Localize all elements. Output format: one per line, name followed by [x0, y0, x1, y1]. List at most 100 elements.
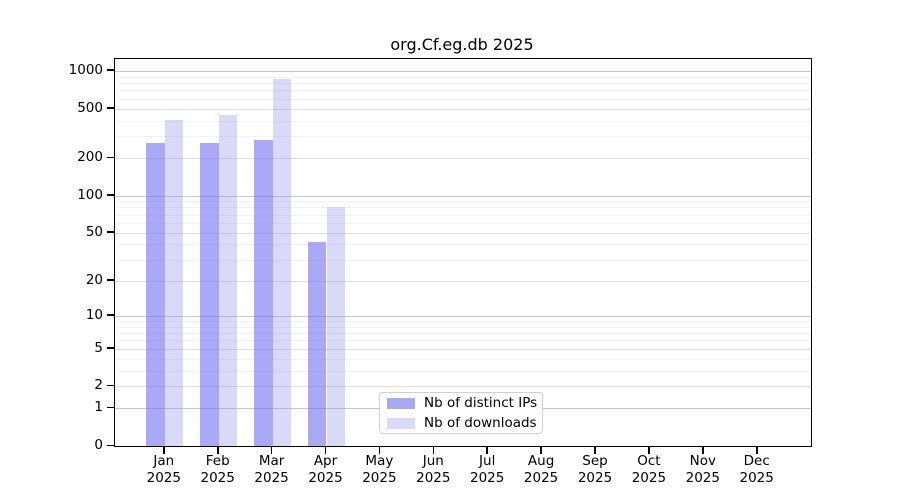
x-tick-mark-nov	[702, 446, 704, 454]
gridline-70	[115, 214, 811, 216]
y-tick-mark-20	[107, 279, 114, 281]
gridline-50	[115, 232, 811, 234]
bar-mar-distinct-ips	[254, 140, 273, 446]
x-tick-mark-mar	[270, 446, 273, 454]
y-tick-label-2: 2	[94, 377, 103, 394]
x-tick-year-oct: 2025	[631, 469, 667, 486]
x-tick-label-jun: Jun 2025	[401, 453, 465, 486]
y-tick-label-0: 0	[94, 437, 103, 453]
gridline-400	[115, 120, 811, 122]
x-tick-month-jul: Jul	[479, 453, 496, 469]
x-tick-label-feb: Feb 2025	[186, 453, 250, 486]
x-tick-mark-sep	[594, 446, 596, 454]
x-tick-year-aug: 2025	[523, 469, 559, 486]
bar-feb-distinct-ips	[200, 143, 219, 446]
gridline-80	[115, 207, 811, 209]
y-tick-mark-500	[107, 107, 114, 109]
x-tick-month-aug: Aug	[527, 453, 555, 469]
gridline-5	[115, 348, 811, 350]
y-tick-label-200: 200	[77, 149, 103, 166]
x-tick-month-oct: Oct	[637, 453, 661, 469]
gridline-7	[115, 333, 811, 335]
legend: Nb of distinct IPs Nb of downloads	[379, 392, 543, 434]
y-tick-label-20: 20	[85, 271, 103, 288]
x-tick-mark-apr	[324, 446, 327, 454]
x-tick-label-jul: Jul 2025	[455, 453, 519, 486]
gridline-9	[115, 321, 811, 322]
y-tick-mark-0	[107, 444, 114, 446]
x-tick-mark-may	[378, 446, 381, 454]
x-tick-label-apr: Apr 2025	[294, 453, 358, 486]
legend-item-distinct-ips: Nb of distinct IPs	[380, 395, 542, 411]
chart-title: org.Cf.eg.db 2025	[390, 35, 534, 54]
x-tick-label-jan: Jan 2025	[132, 453, 196, 486]
x-tick-month-apr: Apr	[313, 453, 338, 469]
gridline-90	[115, 201, 811, 203]
x-tick-mark-jan	[163, 446, 165, 454]
gridline-30	[115, 259, 811, 261]
gridline-3	[115, 370, 811, 372]
gridline-8	[115, 326, 811, 328]
y-tick-mark-100	[107, 194, 114, 196]
x-tick-year-may: 2025	[362, 469, 397, 486]
x-tick-mark-jun	[432, 446, 435, 454]
x-tick-mark-aug	[540, 446, 542, 454]
gridline-20	[115, 280, 811, 282]
x-tick-label-oct: Oct 2025	[617, 453, 681, 486]
x-tick-label-sep: Sep 2025	[563, 453, 627, 486]
gridline-10	[115, 315, 811, 317]
y-tick-label-1: 1	[94, 399, 103, 416]
x-tick-year-jun: 2025	[416, 469, 451, 486]
y-tick-mark-1	[107, 406, 114, 409]
y-tick-mark-10	[107, 314, 114, 316]
x-tick-mark-oct	[648, 446, 650, 454]
x-tick-label-aug: Aug 2025	[509, 453, 573, 486]
x-tick-year-jan: 2025	[146, 469, 181, 486]
x-tick-label-dec: Dec 2025	[725, 453, 789, 486]
legend-label-downloads: Nb of downloads	[424, 415, 537, 431]
gridline-6	[115, 340, 811, 342]
x-tick-month-feb: Feb	[205, 453, 230, 469]
y-tick-label-100: 100	[77, 186, 103, 203]
plot-area	[114, 58, 812, 447]
gridline-200	[115, 158, 811, 160]
y-tick-label-10: 10	[85, 306, 103, 323]
x-tick-month-nov: Nov	[689, 453, 716, 469]
legend-swatch-downloads	[387, 417, 415, 429]
bar-feb-downloads	[218, 115, 238, 446]
x-tick-mark-feb	[217, 446, 219, 454]
gridline-1000	[115, 70, 811, 72]
gridline-2	[115, 386, 811, 388]
gridline-60	[115, 222, 811, 224]
y-tick-mark-5	[107, 347, 114, 349]
x-tick-year-mar: 2025	[254, 469, 289, 486]
x-tick-label-mar: Mar 2025	[240, 453, 304, 486]
gridline-4	[115, 358, 811, 360]
x-tick-year-apr: 2025	[308, 469, 343, 486]
gridline-600	[115, 98, 811, 100]
y-tick-label-5: 5	[94, 339, 103, 356]
y-tick-label-50: 50	[85, 223, 103, 240]
y-tick-label-500: 500	[77, 99, 103, 116]
x-tick-year-sep: 2025	[577, 469, 613, 486]
gridline-100	[115, 195, 811, 197]
gridline-300	[115, 136, 811, 138]
gridline-700	[115, 90, 811, 92]
x-tick-year-nov: 2025	[685, 469, 720, 486]
gridline-40	[115, 244, 811, 246]
x-tick-mark-dec	[756, 446, 758, 454]
x-tick-month-mar: Mar	[258, 453, 285, 469]
x-tick-mark-jul	[486, 446, 488, 454]
x-tick-month-jun: Jun	[422, 453, 444, 469]
x-tick-month-may: May	[365, 453, 394, 469]
legend-swatch-distinct-ips	[387, 397, 415, 409]
gridline-500	[115, 108, 811, 110]
x-tick-month-sep: Sep	[582, 453, 608, 469]
x-tick-month-jan: Jan	[153, 453, 175, 469]
bar-jan-distinct-ips	[146, 142, 165, 446]
gridline-900	[115, 76, 811, 78]
x-tick-year-dec: 2025	[739, 469, 774, 486]
y-tick-mark-1000	[107, 69, 114, 71]
x-tick-month-dec: Dec	[743, 453, 770, 469]
